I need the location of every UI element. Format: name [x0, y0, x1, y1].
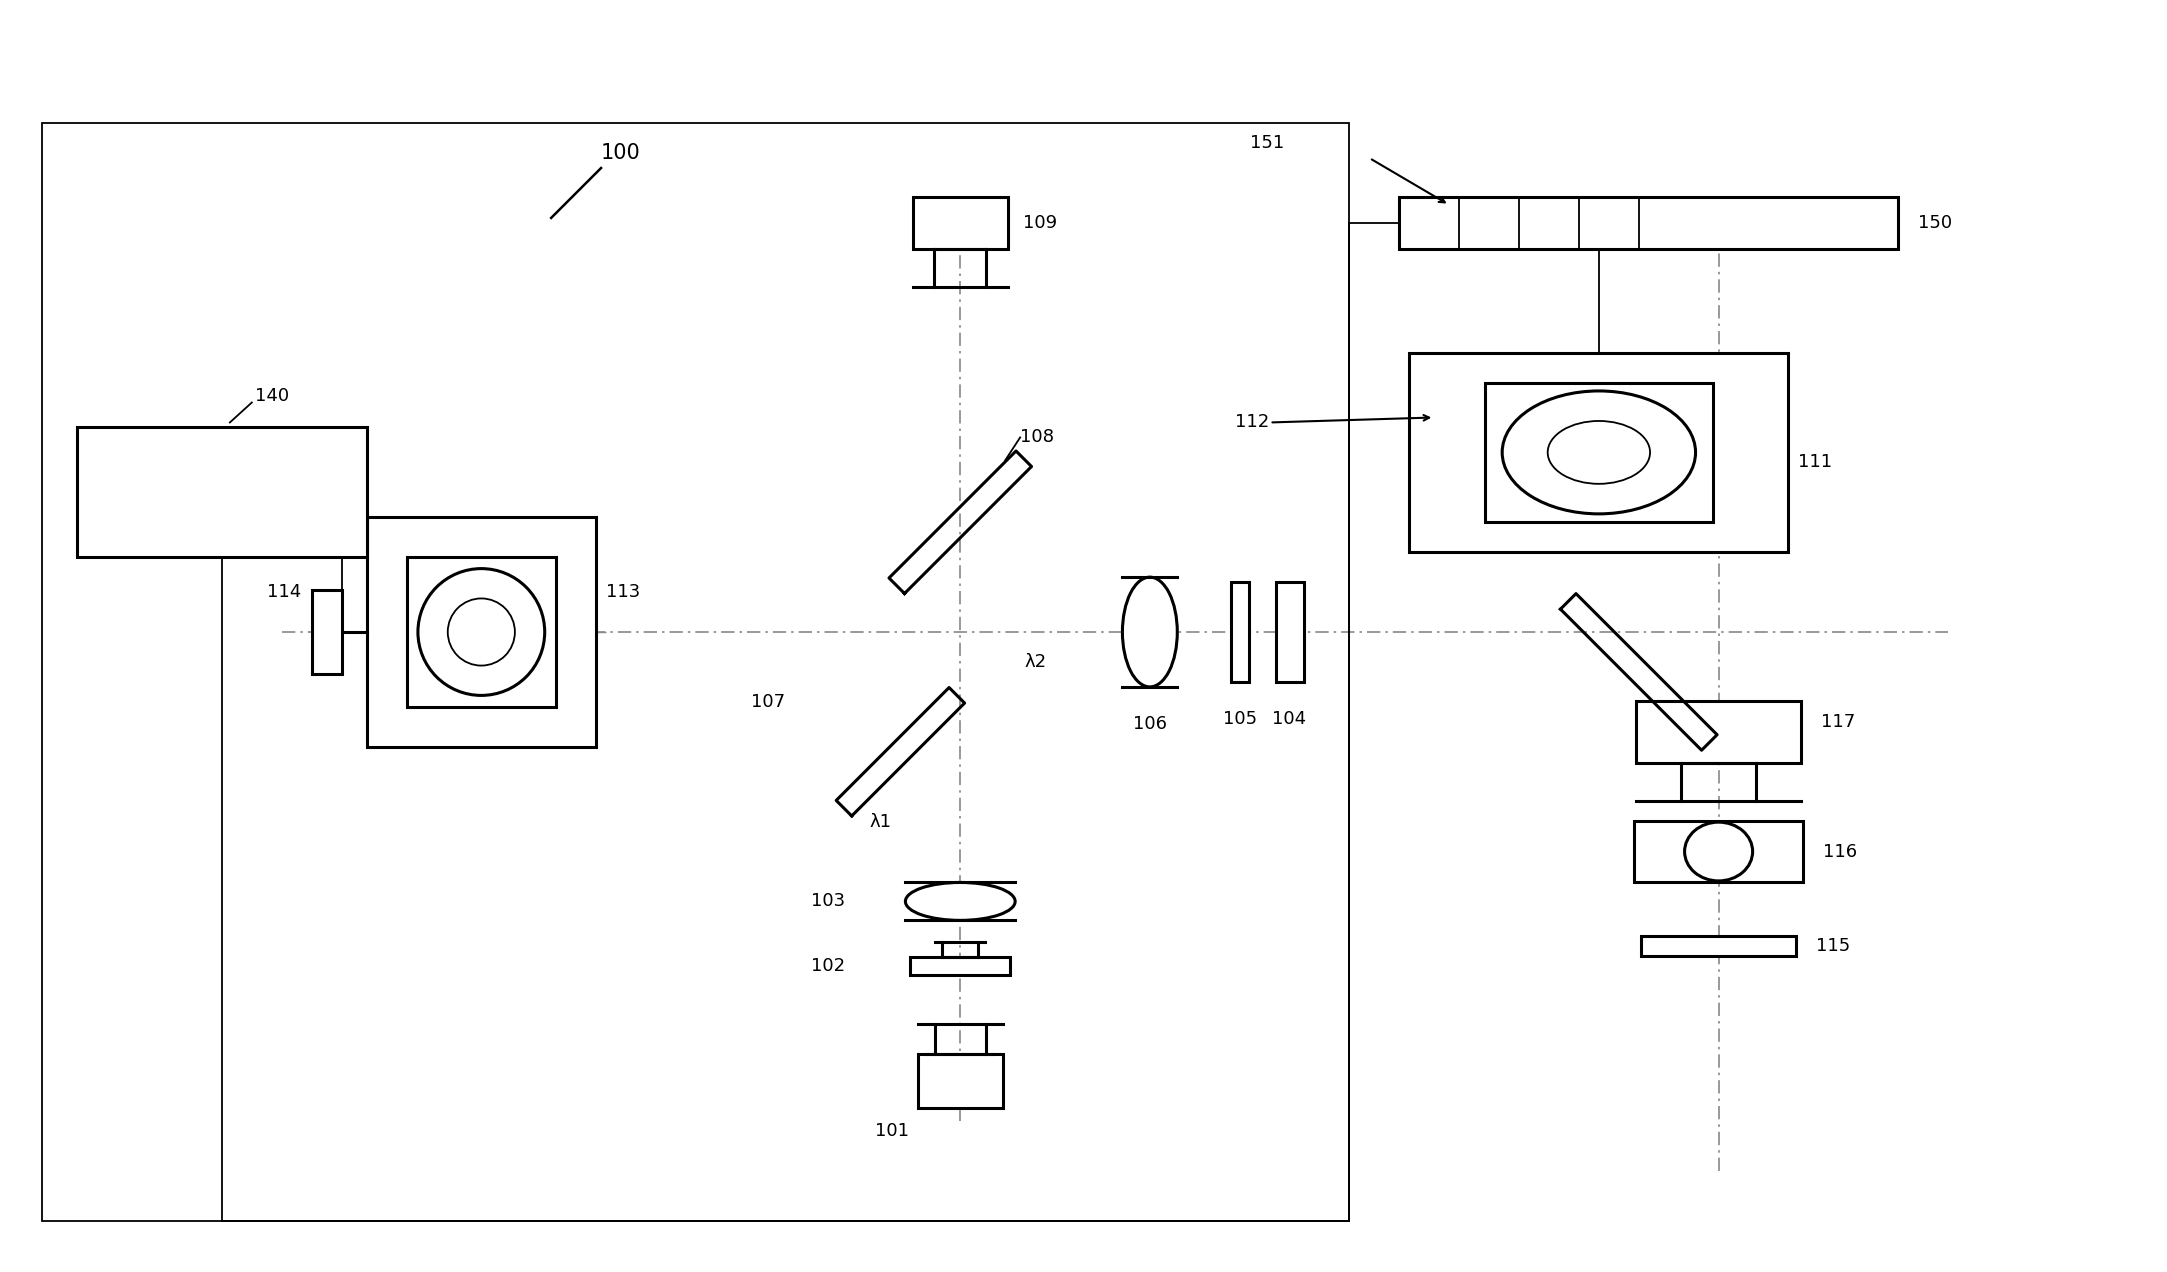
- FancyBboxPatch shape: [1231, 583, 1248, 682]
- FancyBboxPatch shape: [1276, 583, 1305, 682]
- Text: 150: 150: [1918, 214, 1952, 232]
- Text: 112: 112: [1235, 413, 1270, 431]
- FancyBboxPatch shape: [1636, 701, 1801, 763]
- Ellipse shape: [1684, 822, 1753, 881]
- Text: 151: 151: [1250, 134, 1283, 153]
- Text: 106: 106: [1133, 715, 1166, 733]
- Text: 102: 102: [810, 958, 845, 976]
- Ellipse shape: [1502, 391, 1695, 514]
- Text: 140: 140: [256, 387, 288, 404]
- Ellipse shape: [449, 598, 516, 665]
- Text: 105: 105: [1222, 710, 1257, 728]
- Text: 109: 109: [1023, 214, 1057, 232]
- Text: 108: 108: [1021, 429, 1053, 446]
- Text: 113: 113: [607, 583, 639, 602]
- Text: 115: 115: [1816, 937, 1851, 955]
- Text: λ1: λ1: [869, 813, 891, 831]
- Text: 117: 117: [1820, 712, 1855, 731]
- FancyBboxPatch shape: [1484, 383, 1712, 523]
- Ellipse shape: [906, 883, 1014, 921]
- Text: 114: 114: [267, 583, 301, 602]
- Text: λ2: λ2: [1025, 653, 1047, 670]
- Text: 110: 110: [1699, 722, 1734, 740]
- FancyBboxPatch shape: [1634, 820, 1803, 883]
- FancyBboxPatch shape: [312, 590, 342, 674]
- Ellipse shape: [1123, 577, 1177, 687]
- FancyBboxPatch shape: [78, 427, 366, 557]
- Text: 107: 107: [750, 693, 784, 711]
- FancyBboxPatch shape: [910, 958, 1010, 976]
- FancyBboxPatch shape: [919, 1053, 1003, 1108]
- Ellipse shape: [1547, 421, 1649, 483]
- FancyBboxPatch shape: [366, 518, 596, 747]
- FancyBboxPatch shape: [407, 557, 557, 706]
- FancyBboxPatch shape: [1640, 936, 1796, 957]
- Text: 116: 116: [1822, 842, 1857, 861]
- Text: FOCUSING: FOCUSING: [169, 462, 275, 480]
- Text: 111: 111: [1799, 453, 1833, 472]
- Text: 101: 101: [875, 1122, 910, 1140]
- Text: 103: 103: [810, 893, 845, 911]
- FancyBboxPatch shape: [912, 197, 1008, 249]
- FancyBboxPatch shape: [1400, 197, 1898, 249]
- Text: 104: 104: [1272, 710, 1307, 728]
- Ellipse shape: [418, 569, 544, 696]
- FancyBboxPatch shape: [1409, 352, 1788, 552]
- Text: CONTROL UNIT: CONTROL UNIT: [147, 505, 297, 523]
- Text: 100: 100: [600, 142, 641, 163]
